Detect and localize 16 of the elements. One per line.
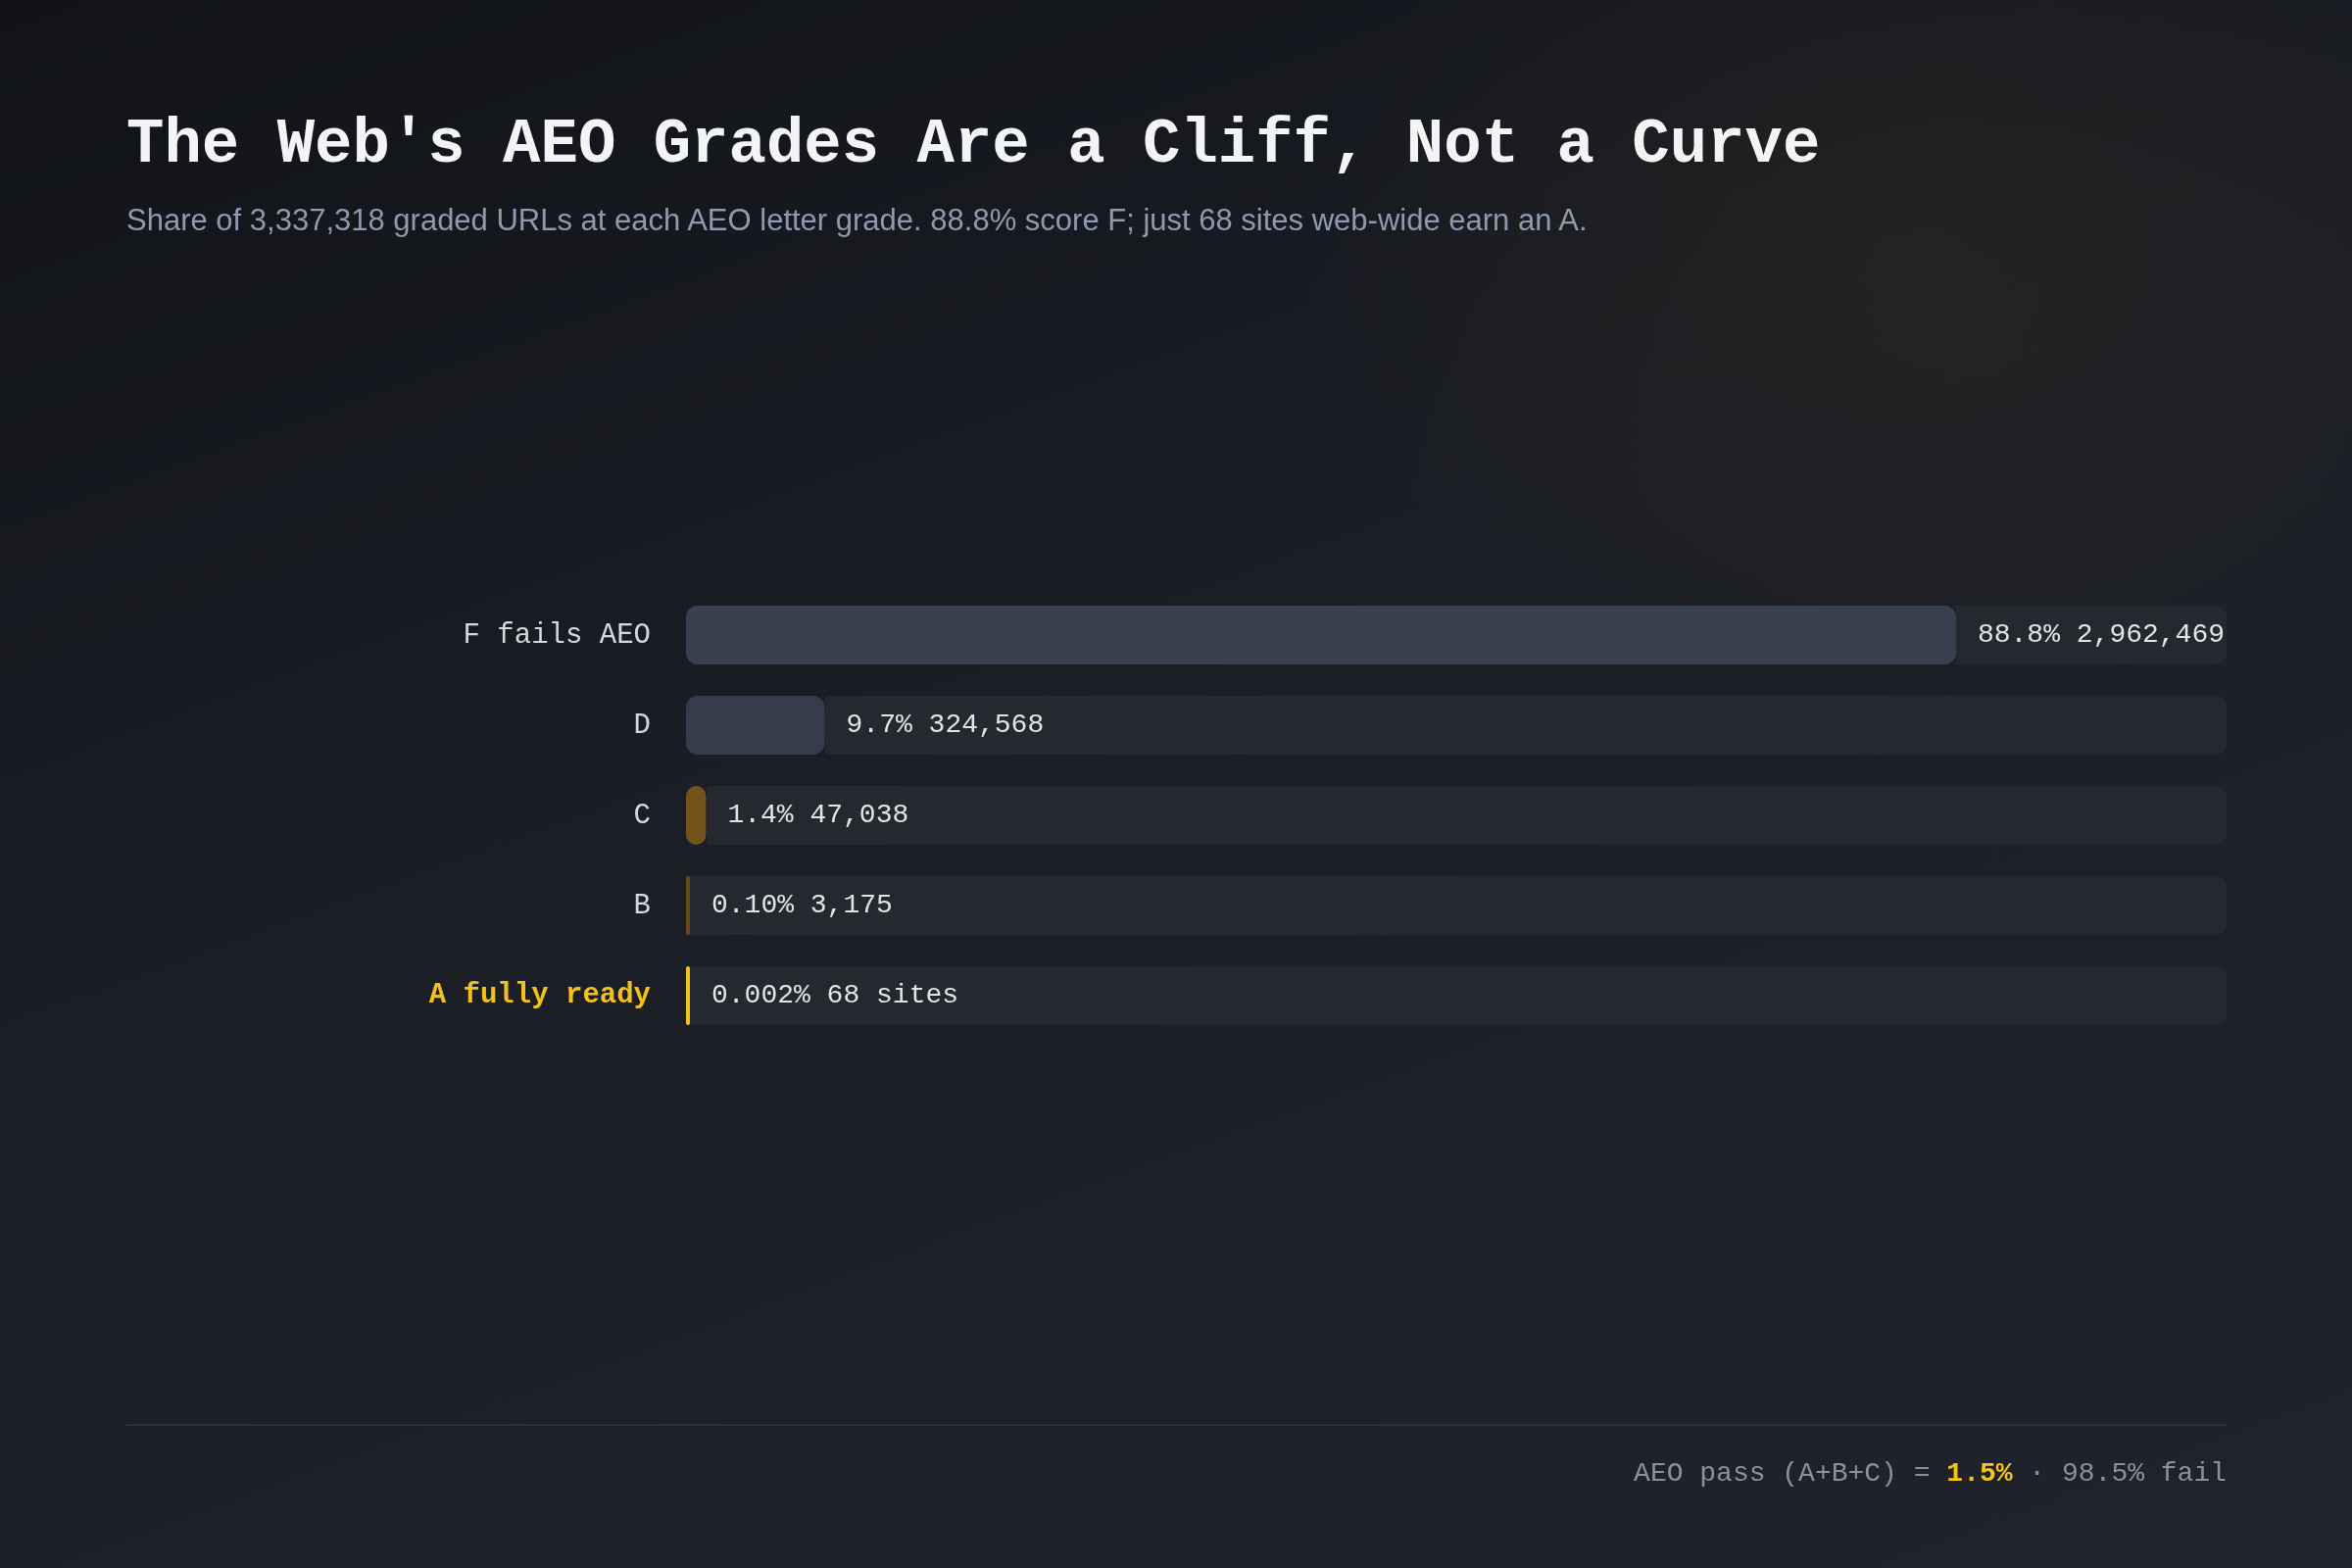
y-tick-label: A fully ready [428, 979, 651, 1012]
bar [686, 696, 825, 755]
y-tick-label: F fails AEO [463, 618, 651, 652]
data-label: 0.002% 68 sites [711, 980, 959, 1011]
data-label: 88.8% 2,962,469 [1977, 619, 2226, 651]
bar [686, 966, 690, 1025]
data-label: 0.10% 3,175 [711, 890, 893, 921]
chart-title: The Web's AEO Grades Are a Cliff, Not a Curve [126, 110, 1821, 180]
data-label: 1.4% 47,038 [727, 800, 909, 831]
data-label: 9.7% 324,568 [846, 710, 1045, 741]
text: AEO pass (A+B+C) = 1.5% · 98.5% fail [1634, 1458, 2227, 1489]
y-tick-label: D [633, 709, 651, 742]
chart-subtitle: Share of 3,337,318 graded URLs at each AEO letter grade. 88.8% score F; just 68 sites web-wide earn an A. [126, 202, 1588, 239]
y-tick-label: B [633, 889, 651, 922]
bar [686, 876, 690, 935]
y-tick-label: C [633, 799, 651, 832]
